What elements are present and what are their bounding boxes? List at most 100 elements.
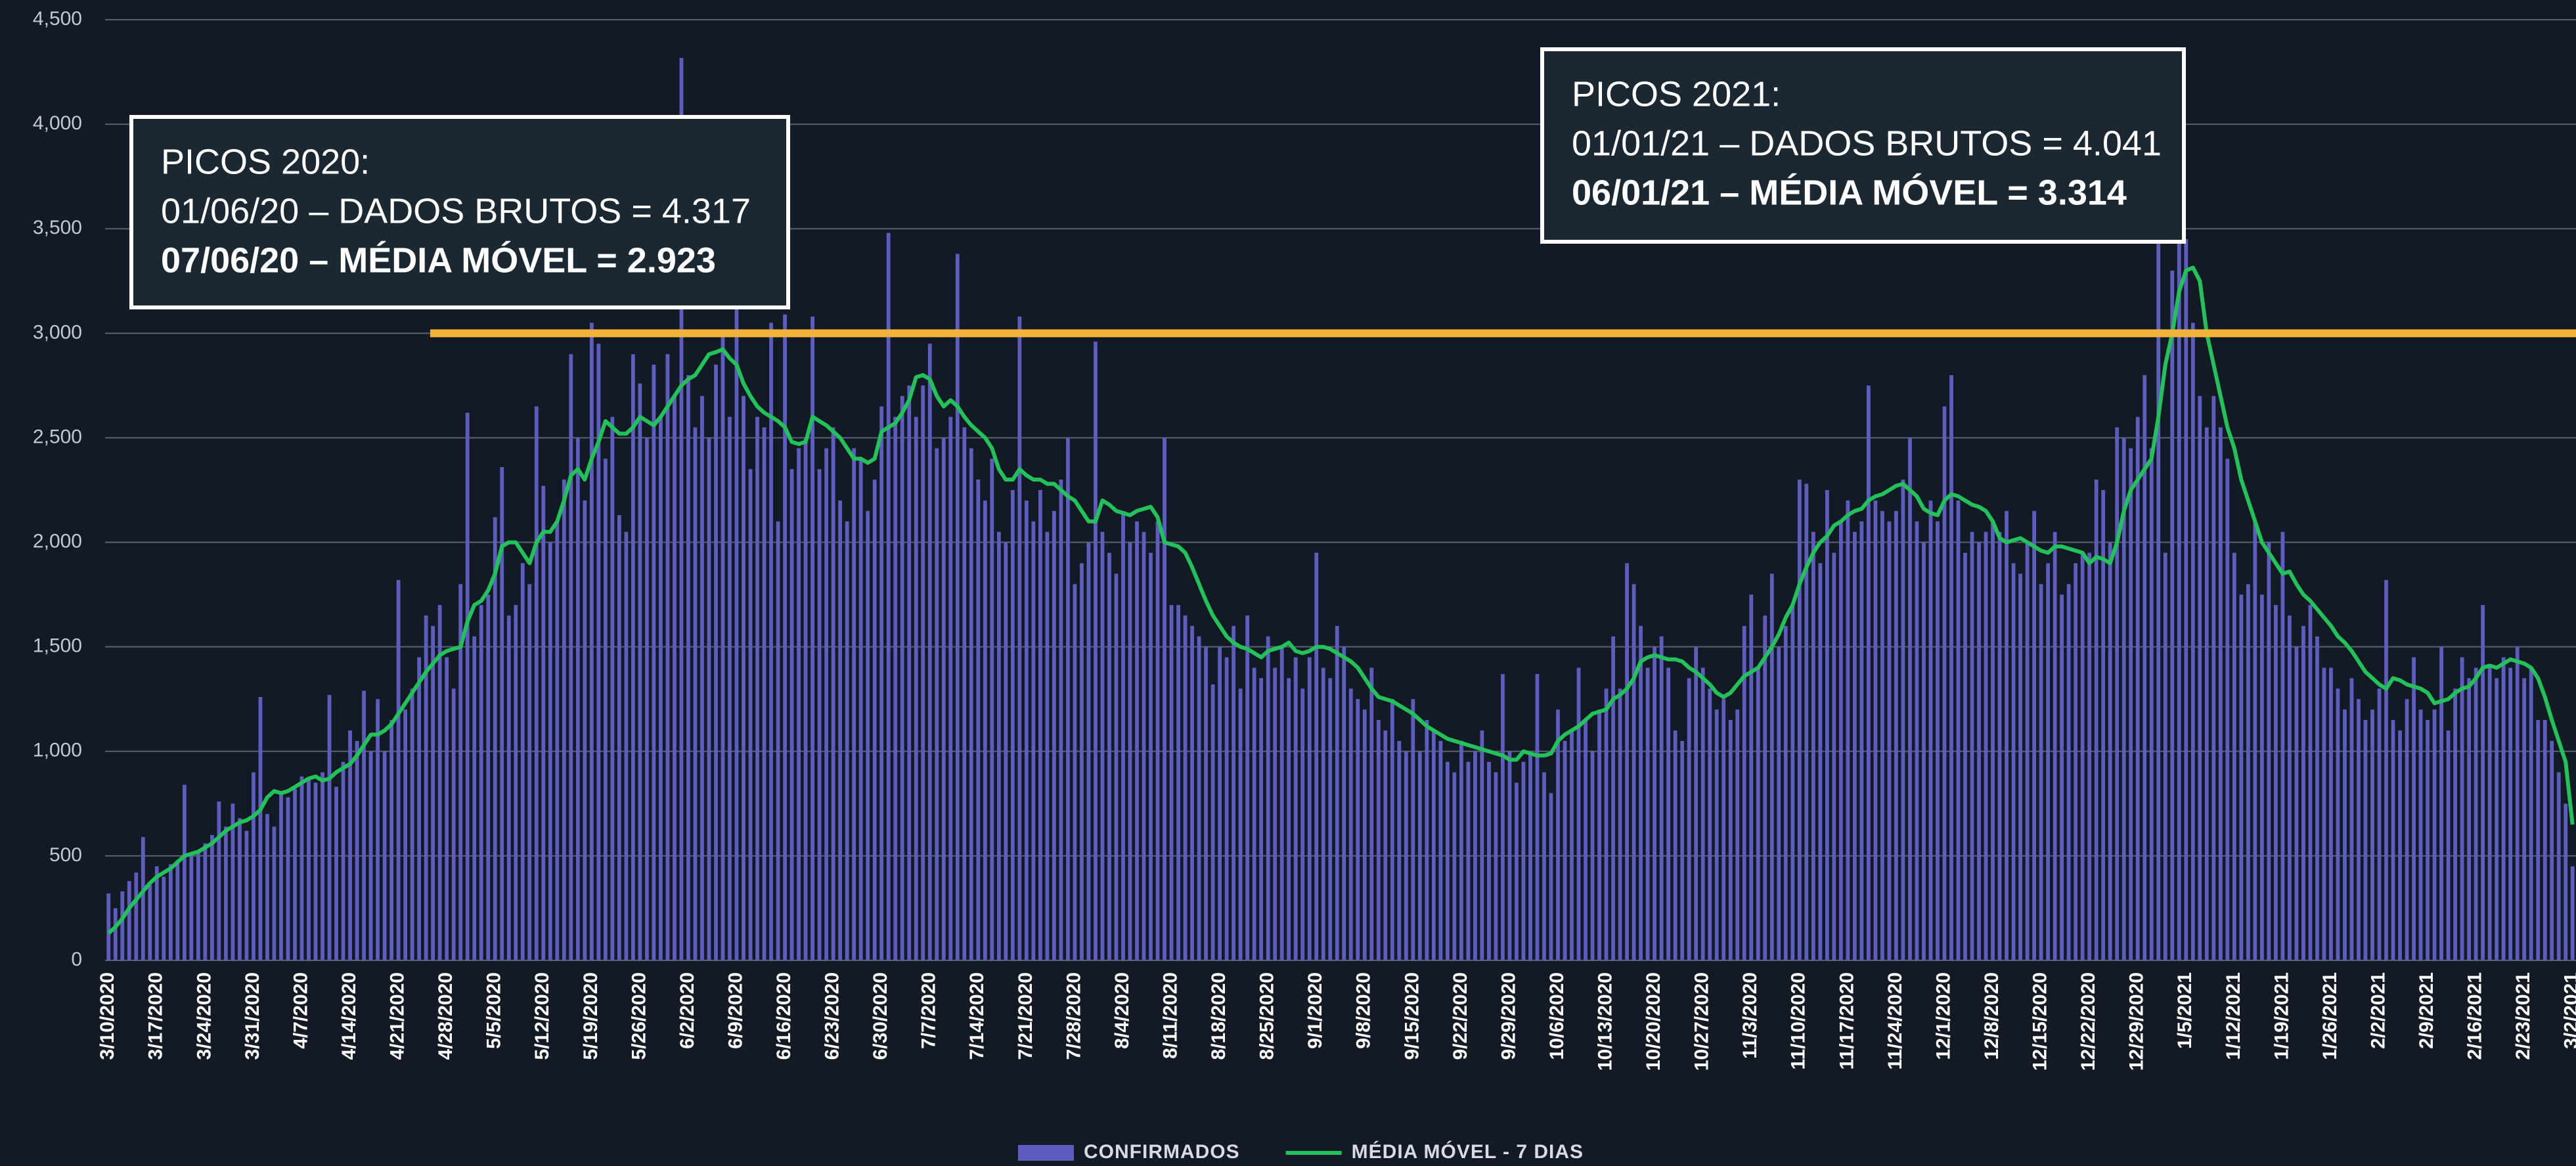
bar — [2439, 646, 2443, 960]
bar — [2218, 427, 2223, 960]
bar — [458, 584, 463, 960]
legend-label: CONFIRMADOS — [1084, 1141, 1240, 1163]
bar — [2273, 605, 2278, 960]
bar — [783, 314, 787, 960]
bar — [1252, 667, 1256, 960]
bar — [2115, 427, 2120, 960]
bar — [2280, 531, 2285, 960]
x-tick-label: 9/15/2020 — [1401, 972, 1423, 1060]
bar — [2308, 605, 2313, 960]
bar — [1121, 510, 1125, 960]
bar — [569, 354, 573, 960]
bar — [355, 740, 359, 960]
x-tick-label: 10/6/2020 — [1546, 972, 1568, 1060]
bar — [1431, 730, 1436, 960]
bar — [1659, 636, 1664, 960]
bar — [1348, 688, 1353, 960]
y-tick-label: 3,000 — [33, 321, 82, 343]
bar — [141, 837, 145, 960]
bar — [955, 254, 960, 960]
bar — [1887, 521, 1892, 960]
bar — [700, 395, 704, 960]
x-tick-label: 10/27/2020 — [1691, 972, 1713, 1071]
moving-average-line — [107, 265, 2575, 935]
bar — [113, 908, 118, 960]
bar — [1922, 542, 1926, 960]
bar — [2508, 667, 2513, 960]
bar — [866, 510, 870, 960]
bar — [1086, 542, 1091, 960]
bar — [1473, 751, 1477, 960]
bar — [1487, 761, 1491, 960]
bar — [845, 521, 849, 960]
y-tick-label: 2,000 — [33, 530, 82, 552]
bar — [1742, 625, 1746, 960]
bar — [969, 448, 973, 960]
bar — [2432, 709, 2437, 960]
bar — [1936, 521, 1940, 960]
bar — [2143, 374, 2147, 960]
bar — [548, 542, 552, 960]
x-tick-label: 7/14/2020 — [966, 972, 988, 1060]
bar — [1846, 500, 1850, 960]
bar — [1383, 730, 1388, 960]
bar — [1956, 500, 1961, 960]
bar — [534, 406, 539, 960]
bar — [1873, 500, 1878, 960]
bar — [1404, 751, 1408, 960]
bar — [1010, 490, 1015, 960]
bar — [962, 427, 967, 960]
bar — [2080, 552, 2085, 960]
bar — [948, 416, 953, 960]
bar — [2108, 542, 2112, 960]
annotation-text: PICOS 2021: — [1572, 74, 1781, 114]
bar — [824, 448, 829, 960]
bar — [811, 316, 814, 960]
bar — [2259, 594, 2264, 960]
bar — [1942, 406, 1947, 960]
y-tick-label: 4,000 — [33, 112, 82, 134]
bar — [1279, 646, 1284, 960]
x-tick-label: 6/9/2020 — [724, 972, 746, 1049]
bar — [1163, 437, 1166, 960]
bar — [1852, 531, 1857, 960]
bar — [893, 416, 898, 960]
bar — [148, 885, 152, 960]
bar — [1515, 782, 1519, 960]
x-tick-label: 7/7/2020 — [918, 972, 940, 1049]
annotation-text: 01/06/20 – DADOS BRUTOS = 4.317 — [161, 191, 751, 231]
bar — [1397, 740, 1402, 960]
y-tick-label: 1,000 — [33, 740, 82, 761]
bar — [1238, 688, 1243, 960]
legend-label: MÉDIA MÓVEL - 7 DIAS — [1352, 1140, 1584, 1163]
x-tick-label: 4/7/2020 — [290, 972, 311, 1049]
x-tick-label: 7/21/2020 — [1015, 972, 1036, 1060]
bar — [2288, 615, 2292, 960]
bar — [1342, 646, 1346, 960]
bar — [1535, 674, 1540, 960]
bar — [1645, 667, 1650, 960]
bar — [2046, 563, 2050, 960]
x-tick-label: 5/19/2020 — [580, 972, 602, 1060]
bar — [1031, 521, 1036, 960]
bar — [162, 876, 166, 960]
bar — [265, 814, 269, 960]
x-tick-label: 6/30/2020 — [870, 972, 891, 1060]
bar — [1204, 646, 1208, 960]
annotation-box — [129, 115, 790, 309]
bar — [2156, 116, 2161, 961]
bar — [1783, 625, 1788, 960]
bar — [368, 751, 373, 960]
annotations: PICOS 2020: 01/06/20 – DADOS BRUTOS = 4.3… — [129, 47, 2186, 309]
bar — [1080, 563, 1084, 960]
bar — [175, 860, 180, 960]
bar — [1052, 510, 1056, 960]
x-tick-label: 9/8/2020 — [1353, 972, 1375, 1049]
bar — [2467, 678, 2472, 960]
bar — [1970, 531, 1974, 960]
bar — [2204, 427, 2209, 960]
bar — [583, 500, 587, 960]
bar — [2032, 510, 2036, 960]
annotation-box — [1540, 47, 2186, 244]
